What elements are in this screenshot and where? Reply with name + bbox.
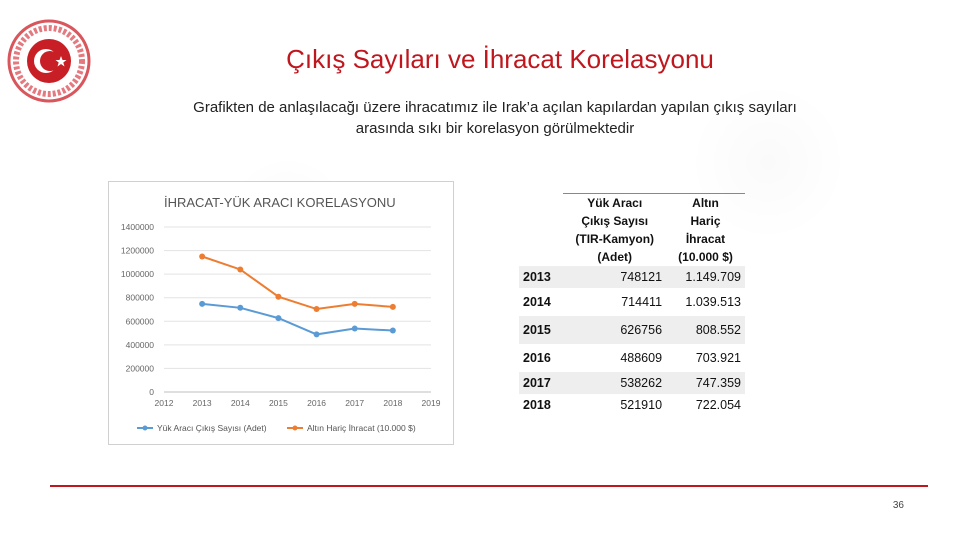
y-tick-label: 800000	[126, 293, 155, 303]
data-point	[275, 315, 282, 322]
data-point	[313, 306, 320, 313]
data-point	[237, 266, 244, 273]
x-tick-label: 2018	[383, 398, 402, 408]
x-tick-label: 2015	[269, 398, 288, 408]
data-table: Yük Aracı Çıkış Sayısı (TIR-Kamyon) (Ade…	[519, 193, 745, 416]
legend-marker	[142, 425, 148, 431]
data-point	[237, 304, 244, 311]
data-point	[351, 300, 358, 307]
table-row: 2018 521910 722.054	[523, 398, 741, 412]
chart-title: İHRACAT-YÜK ARACI KORELASYONU	[164, 195, 396, 210]
table-row: 2013 748121 1.149.709	[519, 266, 745, 288]
legend-label: Yük Aracı Çıkış Sayısı (Adet)	[157, 423, 267, 433]
data-point	[275, 293, 282, 300]
y-tick-label: 400000	[126, 340, 155, 350]
x-tick-label: 2012	[155, 398, 174, 408]
data-point	[199, 300, 206, 307]
series-line-2	[201, 255, 393, 311]
slide-title: Çıkış Sayıları ve İhracat Korelasyonu	[286, 44, 714, 74]
table-row: 2014 714411 1.039.513	[523, 295, 741, 309]
slide-subtitle: Grafikten de anlaşılacağı üzere ihracatı…	[80, 97, 910, 139]
x-tick-label: 2017	[345, 398, 364, 408]
x-tick-label: 2016	[307, 398, 326, 408]
legend-marker	[292, 425, 298, 431]
table-row: 2017 538262 747.359	[519, 372, 745, 394]
subtitle-line-1: Grafikten de anlaşılacağı üzere ihracatı…	[193, 99, 797, 116]
table-header-exports: Altın Hariç İhracat (10.000 $)	[666, 193, 745, 266]
data-point	[199, 253, 206, 260]
table-row: 2016 488609 703.921	[523, 351, 741, 365]
y-tick-label: 1200000	[121, 246, 154, 256]
correlation-chart: İHRACAT-YÜK ARACI KORELASYONU 0 200000 400…	[108, 181, 454, 445]
y-tick-label: 0	[149, 387, 154, 397]
table-header-trucks: Yük Aracı Çıkış Sayısı (TIR-Kamyon) (Ade…	[563, 193, 667, 266]
x-tick-label: 2014	[231, 398, 250, 408]
data-point	[389, 303, 396, 310]
table-row: 2015 626756 808.552	[519, 316, 745, 344]
y-tick-label: 1400000	[121, 222, 154, 232]
series-line-1	[202, 302, 393, 336]
footer-divider	[50, 485, 928, 487]
subtitle-line-2: arasında sıkı bir korelasyon görülmekted…	[355, 120, 635, 137]
chart-canvas: 0 200000 400000 600000 800000 1000000 1200000 1…	[121, 222, 441, 433]
x-tick-label: 2019	[422, 398, 441, 408]
page-number: 36	[892, 500, 904, 511]
y-tick-label: 600000	[126, 316, 155, 326]
data-point	[351, 325, 358, 332]
data-point	[313, 331, 320, 338]
ministry-logo	[7, 19, 91, 103]
legend-label: Altın Hariç İhracat (10.000 $)	[307, 423, 416, 433]
x-tick-label: 2013	[193, 398, 212, 408]
y-tick-label: 200000	[126, 363, 155, 373]
table-header-year	[519, 194, 563, 267]
data-point	[389, 327, 396, 334]
y-tick-label: 1000000	[121, 269, 154, 279]
